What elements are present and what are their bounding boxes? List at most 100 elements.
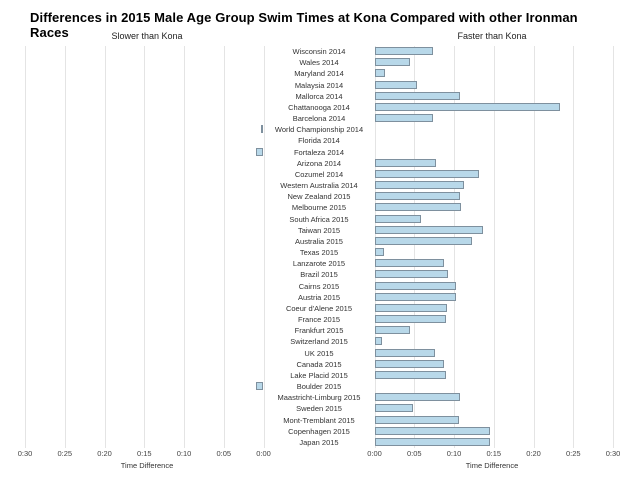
bar-faster <box>374 214 422 223</box>
race-label: Coeur d'Alene 2015 <box>285 303 353 313</box>
bar-faster <box>374 326 411 335</box>
race-label: Mont-Tremblant 2015 <box>283 415 355 425</box>
gridline <box>263 46 265 448</box>
race-label: Western Australia 2014 <box>280 181 358 191</box>
race-label: Arizona 2014 <box>296 158 342 168</box>
race-label: New Zealand 2015 <box>287 192 351 202</box>
race-label: Copenhagen 2015 <box>288 426 350 436</box>
race-label: UK 2015 <box>304 348 334 358</box>
bar-faster <box>374 315 447 324</box>
bar-faster <box>374 370 447 379</box>
race-label: Switzerland 2015 <box>290 337 348 347</box>
race-label: Sweden 2015 <box>296 404 342 414</box>
gridline <box>223 46 225 448</box>
race-label: Japan 2015 <box>299 437 339 447</box>
bar-faster <box>374 47 434 56</box>
bar-faster <box>374 80 418 89</box>
bar-faster <box>374 114 433 123</box>
tick-label: 0:15 <box>136 449 152 458</box>
race-label: Canada 2015 <box>296 359 342 369</box>
race-label: Australia 2015 <box>295 236 343 246</box>
tick-label: 0:30 <box>605 449 621 458</box>
bar-faster <box>374 415 459 424</box>
race-label: Lake Placid 2015 <box>290 370 348 380</box>
bar-faster <box>374 192 461 201</box>
bar-faster <box>374 69 385 78</box>
race-label: Texas 2015 <box>299 248 339 258</box>
bar-faster <box>374 158 436 167</box>
bar-faster <box>374 281 456 290</box>
gridline <box>64 46 66 448</box>
bar-faster <box>374 181 464 190</box>
bar-faster <box>374 437 490 446</box>
gridline <box>533 46 535 448</box>
bar-faster <box>374 248 385 257</box>
race-label: Florida 2014 <box>298 136 340 146</box>
gridline <box>184 46 185 448</box>
race-label: Brazil 2015 <box>300 270 338 280</box>
panel-header-faster: Faster than Kona <box>457 31 527 41</box>
race-label: Boulder 2015 <box>296 382 342 392</box>
chart-title: Differences in 2015 Male Age Group Swim … <box>30 10 578 40</box>
tick-label: 0:00 <box>256 449 271 458</box>
race-label: Chattanooga 2014 <box>288 102 350 112</box>
gridline <box>454 46 455 448</box>
bar-faster <box>374 169 479 178</box>
gridline <box>104 46 106 448</box>
bar-faster <box>374 303 447 312</box>
gridline <box>374 46 376 448</box>
bar-faster <box>374 348 435 357</box>
race-label: Fortaleza 2014 <box>293 147 345 157</box>
race-label: Maastricht-Limburg 2015 <box>277 393 361 403</box>
bar-faster <box>374 404 413 413</box>
bar-faster <box>374 91 460 100</box>
gridline <box>573 46 575 448</box>
bar-slower <box>255 147 264 156</box>
gridline <box>25 46 26 448</box>
plot-area: Wisconsin 2014 Wales 2014 Maryland 2014 Mal… <box>0 46 640 448</box>
bar-faster <box>374 102 560 111</box>
race-label: Taiwan 2015 <box>297 225 341 235</box>
race-label: Barcelona 2014 <box>292 114 346 124</box>
tick-label: 0:15 <box>486 449 502 458</box>
x-axis-label-right: Time Difference <box>465 461 519 470</box>
tick-label: 0:10 <box>446 449 462 458</box>
bar-faster <box>374 203 462 212</box>
bar-faster <box>374 426 490 435</box>
race-label: Austria 2015 <box>297 292 341 302</box>
bar-faster <box>374 259 445 268</box>
tick-label: 0:05 <box>216 449 232 458</box>
panel-header-slower: Slower than Kona <box>111 31 183 41</box>
tick-label: 0:00 <box>367 449 382 458</box>
bar-faster <box>374 236 473 245</box>
race-label: Malaysia 2014 <box>294 80 344 90</box>
race-label: Cairns 2015 <box>298 281 340 291</box>
race-label: Lanzarote 2015 <box>292 259 346 269</box>
gridline <box>493 46 495 448</box>
bar-slower <box>255 382 264 391</box>
bar-faster <box>374 359 445 368</box>
tick-label: 0:30 <box>17 449 33 458</box>
tick-label: 0:20 <box>526 449 541 458</box>
bar-faster <box>374 58 411 67</box>
race-label: Frankfurt 2015 <box>294 326 344 336</box>
gridline <box>414 46 416 448</box>
x-axis-label-left: Time Difference <box>120 461 174 470</box>
race-label: France 2015 <box>297 315 341 325</box>
bar-faster <box>374 225 484 234</box>
bar-faster <box>374 337 382 346</box>
gridline <box>144 46 146 448</box>
bar-faster <box>374 292 457 301</box>
tick-label: 0:25 <box>565 449 581 458</box>
race-label: South Africa 2015 <box>289 214 349 224</box>
race-label: World Championship 2014 <box>274 125 364 135</box>
tick-label: 0:20 <box>97 449 112 458</box>
race-label: Mallorca 2014 <box>295 91 343 101</box>
bar-faster <box>374 393 460 402</box>
tick-label: 0:25 <box>57 449 73 458</box>
race-label: Cozumel 2014 <box>294 169 344 179</box>
race-label: Wisconsin 2014 <box>292 47 346 57</box>
bar-slower <box>261 125 264 134</box>
race-label: Wales 2014 <box>299 58 339 68</box>
